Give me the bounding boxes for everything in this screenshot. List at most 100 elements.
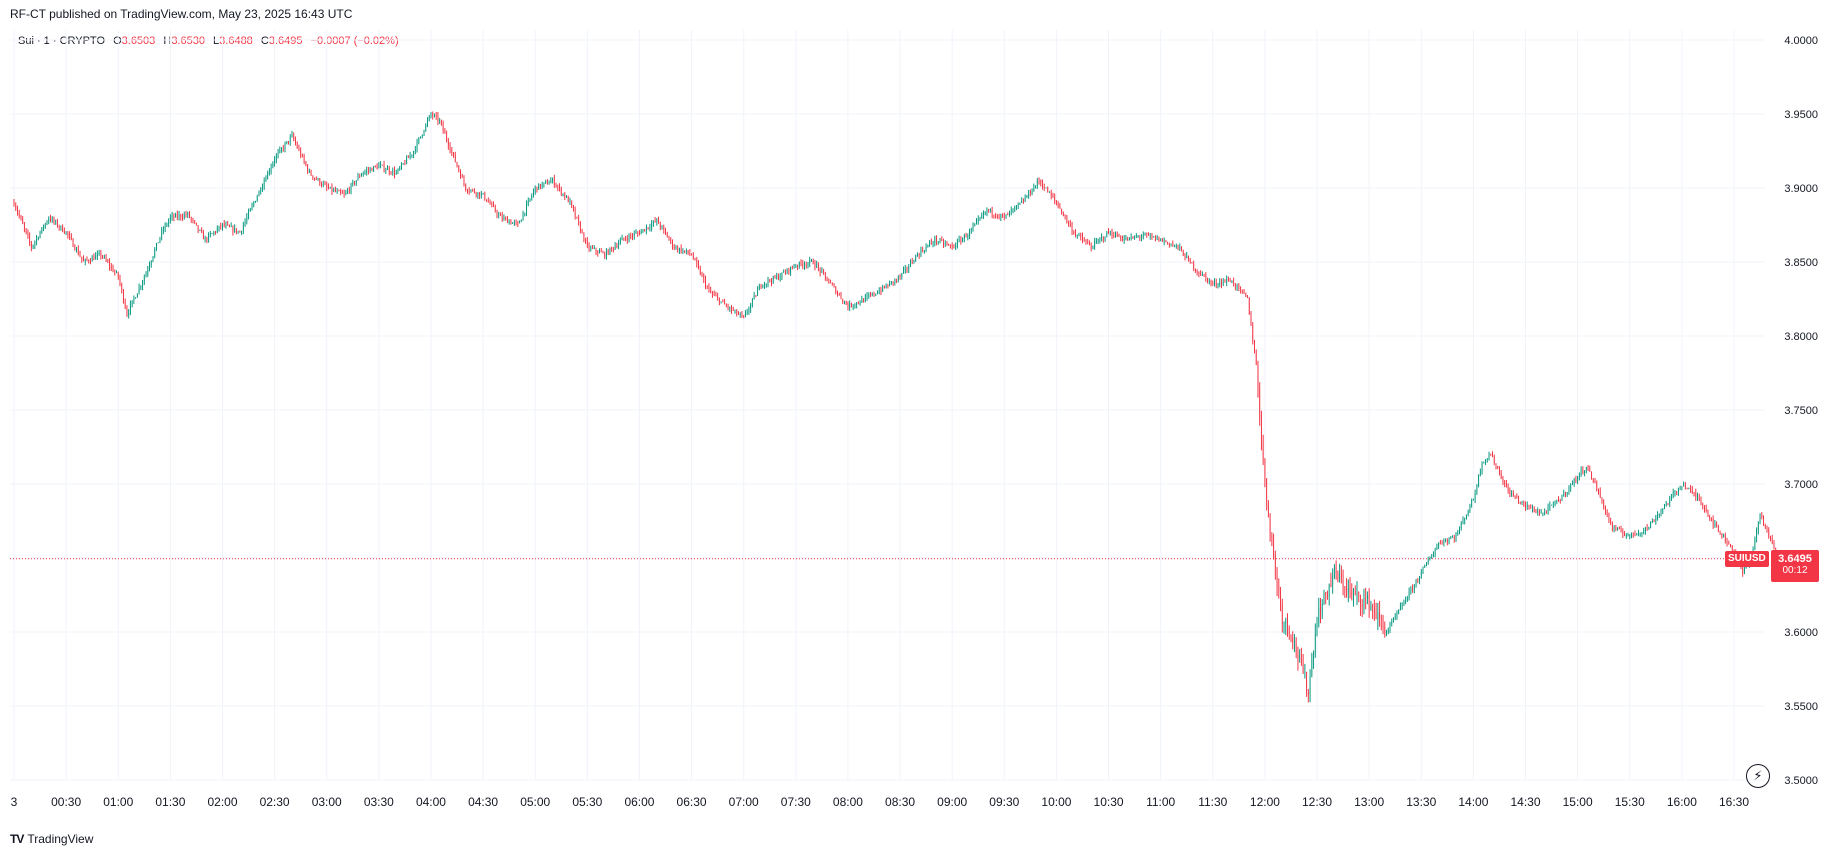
candle-body: [309, 171, 310, 173]
candle-body: [267, 172, 269, 180]
candle-body: [1671, 496, 1672, 498]
candle-body: [1193, 263, 1195, 270]
candle-body: [1552, 504, 1554, 506]
candle-body: [1577, 476, 1578, 481]
candle-body: [665, 229, 666, 234]
candle-body: [1693, 492, 1695, 494]
candle-body: [1214, 281, 1215, 284]
candle-body: [1165, 240, 1167, 243]
candle-body: [1372, 605, 1373, 608]
candle-body: [444, 130, 446, 134]
footer-brand[interactable]: TV TradingView: [10, 832, 93, 846]
candle-body: [388, 168, 390, 173]
candle-body: [1467, 511, 1469, 515]
candle-body: [206, 238, 208, 241]
x-tick-label: 10:30: [1094, 795, 1124, 809]
candle-body: [1400, 606, 1401, 611]
candle-body: [1276, 568, 1278, 586]
symbol-label[interactable]: Sui · 1 · CRYPTO: [18, 35, 106, 47]
candle-body: [484, 193, 486, 200]
candle-body: [300, 149, 302, 156]
candle-body: [467, 189, 468, 192]
candle-body: [611, 247, 613, 249]
candle-body: [93, 257, 95, 260]
candle-body: [348, 190, 350, 192]
x-tick-label: 07:30: [781, 795, 811, 809]
candle-body: [1488, 455, 1490, 459]
candle-body: [187, 212, 189, 216]
candle-body: [871, 293, 873, 296]
candle-body: [924, 250, 925, 252]
candle-body: [904, 267, 906, 270]
candle-body: [969, 230, 970, 236]
candle-body: [477, 192, 479, 195]
candle-body: [892, 281, 894, 283]
candle-body: [599, 251, 600, 254]
candle-body: [37, 237, 39, 239]
candle-body: [447, 140, 449, 147]
candle-body: [1610, 520, 1611, 524]
candle-body: [868, 295, 870, 297]
candle-body: [1584, 470, 1585, 473]
candle-body: [218, 225, 220, 229]
candle-body: [437, 115, 439, 122]
candle-body: [130, 304, 131, 313]
candle-body: [583, 232, 585, 241]
close-label: C: [260, 35, 269, 47]
candle-body: [453, 152, 454, 155]
candle-body: [739, 313, 741, 315]
candle-body: [571, 200, 573, 206]
candle-body: [1549, 505, 1551, 507]
candle-body: [607, 250, 609, 255]
candle-body: [1681, 486, 1683, 488]
candle-body: [762, 286, 764, 287]
candle-body: [1645, 527, 1646, 531]
candle-body: [1460, 522, 1462, 529]
candle-body: [338, 190, 340, 192]
candle-body: [1170, 244, 1172, 246]
candle-body: [703, 275, 705, 280]
candle-body: [1422, 567, 1424, 572]
candle-body: [1129, 237, 1130, 241]
candle-body: [764, 283, 765, 287]
candle-body: [1309, 675, 1311, 695]
candle-body: [260, 190, 262, 192]
lightning-icon[interactable]: ⚡: [1746, 764, 1770, 788]
candle-body: [642, 229, 644, 232]
candle-body: [88, 260, 90, 262]
candle-body: [920, 250, 922, 256]
candle-body: [998, 216, 1000, 218]
candle-body: [1490, 455, 1492, 457]
candle-body: [547, 181, 548, 185]
candle-body: [1007, 214, 1009, 216]
candle-body: [137, 293, 138, 298]
candle-body: [1407, 598, 1408, 601]
candle-body: [1556, 500, 1558, 501]
candle-body: [17, 208, 18, 213]
candle-body: [100, 252, 102, 256]
candle-body: [390, 172, 392, 174]
candle-body: [673, 246, 675, 249]
candle-body: [236, 228, 237, 233]
candle-body: [383, 164, 385, 171]
y-tick-label: 3.7500: [1784, 405, 1818, 417]
candle-body: [1504, 482, 1506, 484]
candle-body: [1709, 516, 1711, 518]
candle-body: [112, 267, 114, 272]
candle-body: [1219, 282, 1221, 285]
candle-body: [882, 286, 884, 292]
candle-body: [802, 263, 804, 266]
candle-body: [1651, 521, 1653, 523]
candle-body: [1664, 506, 1665, 509]
candle-body: [566, 196, 567, 198]
candle-body: [1122, 239, 1123, 241]
candle-body: [887, 285, 889, 287]
candle-body: [1674, 491, 1676, 493]
candle-body: [694, 258, 696, 260]
candle-body: [743, 315, 745, 317]
candle-body: [216, 228, 218, 233]
candle-body: [769, 279, 771, 282]
candle-body: [531, 195, 533, 199]
candle-body: [1389, 624, 1391, 630]
